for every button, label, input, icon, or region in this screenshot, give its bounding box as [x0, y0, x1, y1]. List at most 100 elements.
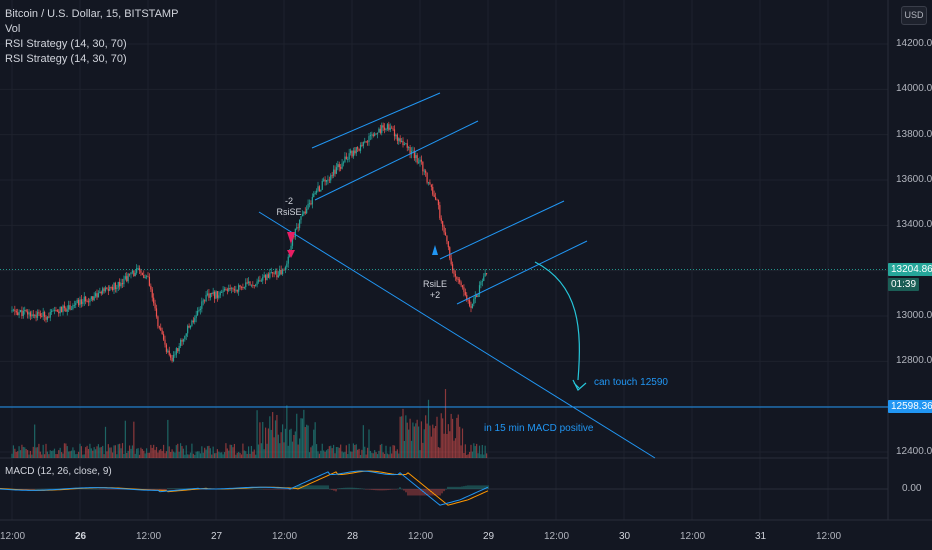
volume-bar [422, 442, 424, 458]
volume-bar [272, 412, 274, 458]
volume-bar [478, 445, 481, 458]
candle-body [420, 159, 423, 162]
macd-histogram-bar [473, 485, 475, 489]
volume-bar [406, 422, 408, 458]
macd-histogram-bar [381, 489, 383, 491]
volume-bar [379, 444, 381, 458]
candle-body [391, 127, 393, 129]
candle-body [259, 280, 261, 282]
candle-body [21, 309, 23, 316]
volume-bar [341, 451, 343, 458]
volume-bar [221, 452, 223, 458]
volume-bar [342, 452, 345, 458]
short-signal-arrow [287, 232, 295, 244]
volume-bar [320, 450, 322, 458]
macd-histogram-bar [351, 487, 353, 489]
macd-histogram-bar [393, 489, 395, 490]
candle-body [110, 286, 112, 288]
macd-histogram-bar [29, 489, 31, 490]
volume-bar [246, 453, 248, 458]
candle-body [126, 276, 128, 282]
macd-histogram-bar [307, 485, 309, 489]
volume-bar [232, 447, 234, 458]
macd-histogram-bar [103, 489, 105, 490]
candle-body [94, 293, 97, 297]
volume-bar [22, 446, 24, 458]
time-tick-label: 27 [211, 531, 223, 542]
volume-bar [123, 453, 125, 458]
indicator-rsi-strategy-1[interactable]: RSI Strategy (14, 30, 70) [5, 38, 127, 50]
volume-bar [259, 422, 261, 458]
macd-histogram-bar [257, 488, 259, 490]
candle-body [60, 307, 63, 313]
volume-bar [85, 447, 87, 458]
volume-bar [314, 422, 316, 458]
volume-bar [99, 447, 101, 458]
indicator-rsi-strategy-2[interactable]: RSI Strategy (14, 30, 70) [5, 53, 127, 65]
volume-bar [313, 429, 315, 458]
candle-body [310, 203, 312, 205]
candle-body [168, 350, 170, 355]
macd-histogram-bar [159, 489, 161, 491]
volume-bar [206, 446, 209, 458]
volume-bar [65, 443, 67, 458]
indicator-vol[interactable]: Vol [5, 23, 21, 35]
macd-histogram-bar [115, 489, 117, 490]
candle-body [419, 159, 421, 163]
horizontal-line-badge: 12598.36 [888, 400, 932, 413]
candle-body [332, 169, 335, 176]
candle-body [35, 314, 37, 318]
macd-histogram-bar [47, 488, 49, 490]
candle-body [291, 236, 294, 246]
candle-body [345, 156, 347, 160]
currency-button[interactable]: USD [901, 6, 927, 25]
volume-bar [476, 443, 478, 458]
candle-body [392, 128, 394, 130]
volume-bar [315, 444, 318, 458]
candle-body [212, 291, 214, 294]
volume-bar [332, 444, 335, 458]
candle-body [18, 312, 20, 316]
target-note[interactable]: can touch 12590 [594, 377, 668, 388]
candle-body [127, 273, 129, 282]
volume-bar [298, 438, 301, 458]
volume-bar [201, 446, 203, 458]
candle-body [314, 192, 316, 195]
volume-bar [366, 447, 369, 458]
candle-body [226, 289, 228, 291]
candle-body [106, 287, 108, 290]
candle-body [463, 287, 465, 292]
volume-bar [460, 445, 462, 458]
volume-bar [382, 452, 384, 458]
candle-body [338, 164, 340, 168]
volume-bar [245, 451, 247, 458]
volume-bar [440, 413, 442, 458]
candle-body [225, 288, 227, 290]
volume-bar [368, 429, 370, 458]
candle-body [393, 129, 396, 137]
candle-body [151, 289, 153, 298]
candle-body [442, 221, 444, 227]
volume-bar [202, 452, 204, 458]
macd-histogram-bar [277, 489, 279, 490]
volume-bar [153, 444, 155, 458]
macd-histogram-bar [269, 489, 271, 490]
volume-bar [480, 454, 482, 458]
volume-bar [274, 420, 277, 458]
macd-histogram-bar [91, 488, 93, 490]
volume-bar [453, 440, 455, 458]
macd-histogram-bar [411, 489, 413, 496]
macd-histogram-bar [39, 488, 41, 490]
candle-body [286, 263, 288, 268]
candle-body [403, 144, 406, 146]
macd-note[interactable]: in 15 min MACD positive [484, 423, 594, 434]
candle-body [229, 288, 231, 290]
candle-body [131, 270, 134, 273]
candle-body [38, 312, 40, 314]
macd-legend[interactable]: MACD (12, 26, close, 9) [5, 466, 112, 477]
candle-body [351, 150, 353, 157]
volume-bar [162, 444, 165, 458]
macd-histogram-bar [279, 489, 281, 490]
macd-histogram-bar [163, 489, 165, 490]
